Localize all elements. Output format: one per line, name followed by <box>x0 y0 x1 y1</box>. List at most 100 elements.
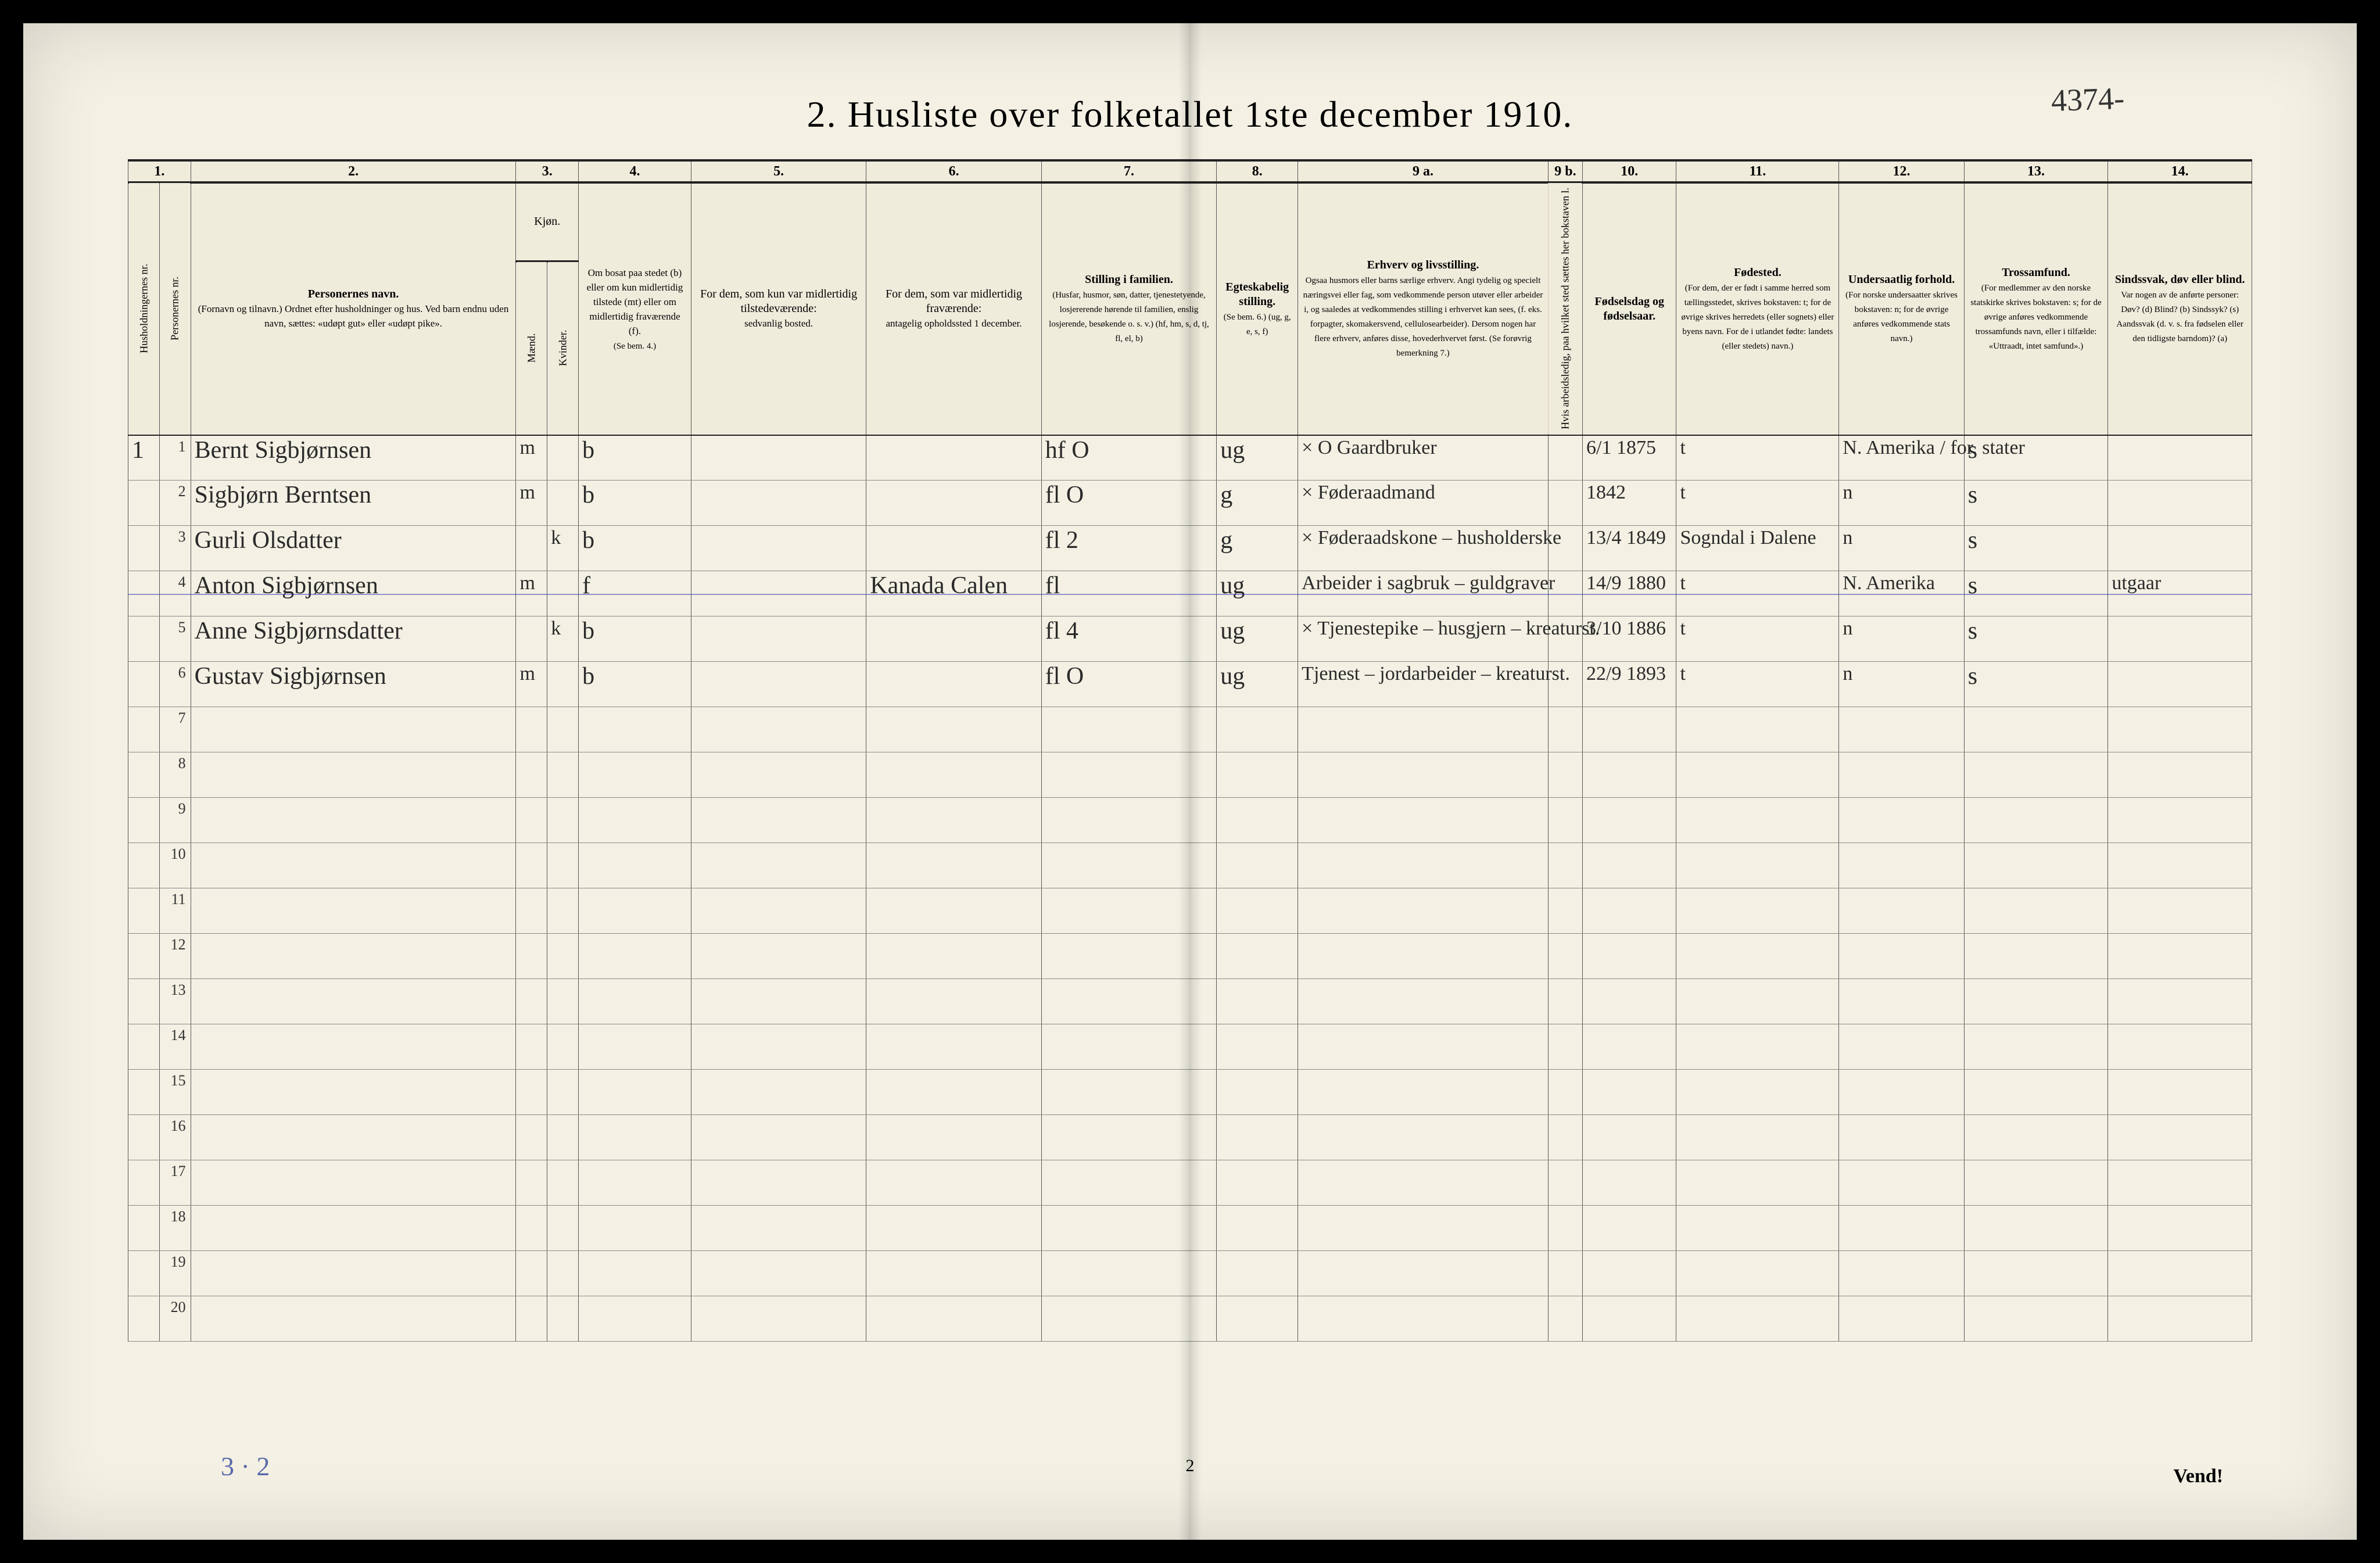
cell-household-nr: 1 <box>128 435 160 481</box>
cell-text: k <box>551 527 561 549</box>
cell-text: s <box>1968 663 1977 690</box>
cell-blank <box>1964 1251 2108 1296</box>
cell-blank <box>547 1206 579 1251</box>
cell-blank <box>1298 934 1549 979</box>
cell-blank <box>2108 934 2252 979</box>
cell-blank <box>1839 707 1964 752</box>
cell-religion: s <box>1964 526 2108 571</box>
page-title: 2. Husliste over folketallet 1ste decemb… <box>128 93 2252 136</box>
cell-blank <box>1041 888 1216 934</box>
cell-blank <box>691 843 866 888</box>
cell-blank <box>1964 798 2108 843</box>
colnum: 5. <box>691 160 866 182</box>
cell-nationality: N. Amerika / for. stater <box>1839 435 1964 481</box>
cell-blank <box>1298 707 1549 752</box>
cell-text: fl O <box>1045 482 1084 508</box>
cell-name: Anne Sigbjørnsdatter <box>191 616 516 662</box>
cell-text: b <box>582 618 594 644</box>
colnum: 9 b. <box>1548 160 1582 182</box>
cell-blank <box>2108 707 2252 752</box>
cell-text: Arbeider i sagbruk – guldgraver <box>1302 572 1555 594</box>
cell-blank <box>1964 934 2108 979</box>
cell-blank <box>128 798 160 843</box>
cell-blank <box>691 1115 866 1160</box>
header-occupation-title: Erhverv og livsstilling. <box>1367 259 1479 271</box>
cell-blank <box>1298 843 1549 888</box>
cell-blank <box>1583 1024 1676 1070</box>
cell-birth: 14/9 1880 <box>1583 571 1676 616</box>
cell-residence: b <box>579 616 691 662</box>
cell-residence: b <box>579 662 691 707</box>
cell-text: 22/9 1893 <box>1586 663 1666 684</box>
cell-text: 4 <box>178 573 186 590</box>
cell-name: Gustav Sigbjørnsen <box>191 662 516 707</box>
cell-text: fl <box>1045 572 1060 599</box>
cell-blank <box>866 1070 1041 1115</box>
cell-text: s <box>1968 482 1977 508</box>
cell-blank <box>1217 1160 1298 1206</box>
cell-text: Gurli Olsdatter <box>195 527 342 554</box>
cell-blank <box>1217 707 1298 752</box>
cell-blank <box>1298 1115 1549 1160</box>
header-nationality: Undersaatlig forhold. (For norske unders… <box>1839 182 1964 435</box>
cell-blank <box>1217 798 1298 843</box>
cell-blank <box>1041 798 1216 843</box>
cell-text: utgaar <box>2112 572 2161 594</box>
cell-temp-absent <box>866 662 1041 707</box>
cell-blank <box>691 1296 866 1342</box>
cell-temp-absent <box>866 616 1041 662</box>
cell-blank <box>691 798 866 843</box>
cell-blank <box>191 707 516 752</box>
page-number: 2 <box>1186 1456 1195 1476</box>
header-occupation: Erhverv og livsstilling. Ogsaa husmors e… <box>1298 182 1549 435</box>
cell-blank <box>1583 798 1676 843</box>
cell-text: t <box>1680 437 1685 458</box>
cell-text: Sigbjørn Berntsen <box>195 482 371 508</box>
cell-text: × Tjenestepike – husgjern – kreaturst. <box>1302 618 1600 639</box>
cell-blank <box>866 1296 1041 1342</box>
cell-birth: 1842 <box>1583 481 1676 526</box>
cell-blank <box>579 1070 691 1115</box>
header-sex-m: Mænd. <box>516 261 547 435</box>
cell-blank <box>1583 707 1676 752</box>
cell-sex-k <box>547 481 579 526</box>
cell-temp-present <box>691 435 866 481</box>
table-row-blank: 9 <box>128 798 2252 843</box>
table-row: 2Sigbjørn Berntsenmbfl Og× Føderaadmand1… <box>128 481 2252 526</box>
cell-occupation: Tjenest – jordarbeider – kreaturst. <box>1298 662 1549 707</box>
header-sex: Kjøn. <box>516 182 579 261</box>
table-row: 3Gurli Olsdatterkbfl 2g× Føderaadskone –… <box>128 526 2252 571</box>
cell-blank <box>1041 1115 1216 1160</box>
cell-blank <box>1964 1296 2108 1342</box>
cell-text: f <box>582 572 590 599</box>
table-row-blank: 20 <box>128 1296 2252 1342</box>
cell-blank <box>1839 1070 1964 1115</box>
cell-birth: 13/4 1849 <box>1583 526 1676 571</box>
cell-blank <box>1217 1206 1298 1251</box>
table-row: 5Anne Sigbjørnsdatterkbfl 4ug× Tjenestep… <box>128 616 2252 662</box>
cell-text: ug <box>1220 663 1245 690</box>
table-row-blank: 16 <box>128 1115 2252 1160</box>
cell-person-nr: 4 <box>159 571 191 616</box>
cell-blank <box>866 843 1041 888</box>
cell-blank: 17 <box>159 1160 191 1206</box>
cell-temp-present <box>691 481 866 526</box>
cell-blank <box>1964 752 2108 798</box>
cell-text: 13/4 1849 <box>1586 527 1666 549</box>
cell-blank <box>1839 1206 1964 1251</box>
cell-birthplace: Sogndal i Dalene <box>1676 526 1839 571</box>
cell-temp-absent <box>866 526 1041 571</box>
cell-sex-m: m <box>516 662 547 707</box>
cell-blank: 8 <box>159 752 191 798</box>
cell-person-nr: 1 <box>159 435 191 481</box>
cell-blank <box>1676 1024 1839 1070</box>
cell-blank <box>2108 1024 2252 1070</box>
cell-blank <box>1839 1115 1964 1160</box>
cell-civil: ug <box>1217 616 1298 662</box>
colnum: 10. <box>1583 160 1676 182</box>
colnum: 2. <box>191 160 516 182</box>
cell-blank <box>1839 979 1964 1024</box>
cell-text: n <box>1843 663 1852 684</box>
cell-blank <box>128 979 160 1024</box>
cell-blank <box>191 1296 516 1342</box>
